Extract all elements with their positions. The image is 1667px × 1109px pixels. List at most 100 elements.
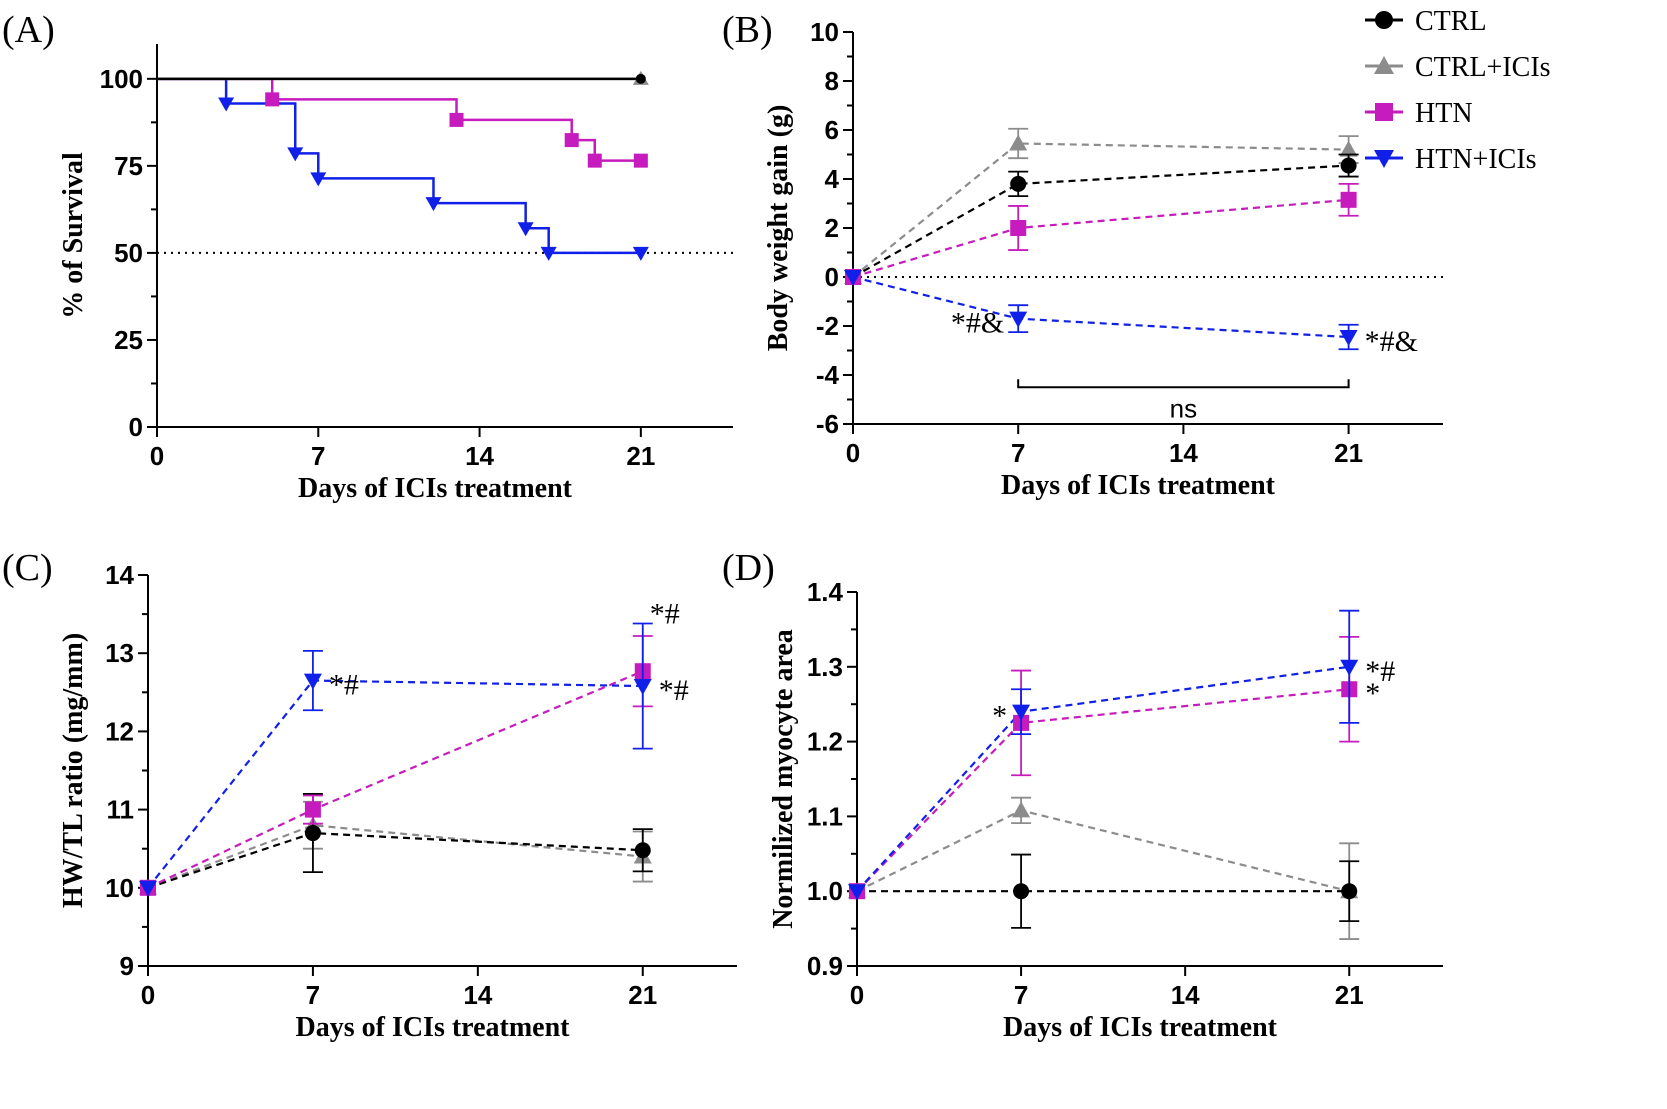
legend-item: HTN [1365, 98, 1473, 129]
legend-label: CTRL+ICIs [1415, 52, 1551, 83]
y-axis-title: % of Survival [58, 152, 89, 319]
x-tick-label: 0 [141, 980, 155, 1010]
legend-item: HTN+ICIs [1365, 144, 1537, 175]
data-point [1012, 704, 1031, 721]
data-point [844, 270, 862, 286]
y-tick-label: 1.0 [807, 876, 843, 906]
series-line-htn [147, 670, 644, 889]
data-point [540, 246, 557, 261]
y-tick-label: 1.4 [807, 577, 844, 607]
series-line-ctrl-icis [852, 142, 1349, 278]
data-point [449, 112, 464, 127]
significance-label: *# [1365, 655, 1395, 688]
y-tick-label: -2 [816, 311, 839, 341]
x-tick-label: 7 [1011, 438, 1025, 468]
panel-d: (D) 0.9 1.0 1.1 1.2 1.3 1.4 0 7 14 21 Days of ICIs … [722, 547, 1443, 1043]
data-point [517, 222, 534, 237]
y-tick-label: -4 [816, 360, 840, 390]
y-tick-label: 0.9 [807, 951, 843, 981]
legend-item: CTRL+ICIs [1365, 52, 1551, 83]
y-tick-label: 75 [114, 151, 143, 181]
y-tick-label: 2 [825, 213, 839, 243]
x-tick-label: 7 [306, 980, 320, 1010]
panel-b: (B) -6 -4 -2 0 2 4 6 8 10 0 7 14 21 Days of ICIs treat… [722, 9, 1443, 501]
panel-label: (B) [722, 9, 773, 51]
y-tick-label: 9 [120, 951, 134, 981]
series-line-ctrl-icis [856, 809, 1350, 893]
panel-label: (C) [2, 547, 53, 589]
x-tick-label: 14 [463, 980, 492, 1010]
legend-item: CTRL [1365, 6, 1487, 37]
y-axis-title: HW/TL ratio (mg/mm) [58, 633, 89, 908]
data-point [304, 801, 321, 818]
y-tick-label: 0 [825, 262, 839, 292]
significance-label: * [1365, 677, 1380, 710]
x-axis-title: Days of ICIs treatment [1001, 470, 1276, 501]
data-point [303, 673, 322, 690]
legend-marker [1374, 56, 1394, 74]
x-axis-title: Days of ICIs treatment [298, 473, 573, 504]
data-point [425, 197, 442, 212]
y-tick-label: -6 [816, 409, 839, 439]
series-line-ctrl [852, 164, 1349, 278]
series-line-htn-icis [856, 665, 1350, 892]
panel-label: (D) [722, 547, 775, 589]
x-axis-title: Days of ICIs treatment [1003, 1012, 1278, 1043]
data-point [1012, 801, 1031, 818]
significance-label: *#& [951, 307, 1004, 340]
x-tick-label: 7 [311, 441, 325, 471]
x-tick-label: 21 [1334, 438, 1363, 468]
data-point [265, 92, 280, 107]
legend-marker [1374, 150, 1394, 168]
data-point [1339, 330, 1358, 347]
data-point [1013, 883, 1030, 900]
x-tick-label: 7 [1014, 980, 1028, 1010]
x-tick-label: 21 [628, 980, 657, 1010]
significance-label: *#& [1365, 325, 1418, 358]
data-point [564, 133, 579, 148]
x-tick-label: 0 [150, 441, 164, 471]
series-line-htn [157, 77, 641, 162]
x-tick-label: 21 [626, 441, 655, 471]
data-point [848, 884, 866, 901]
series-line-htn-icis [157, 77, 641, 255]
data-point [1010, 220, 1027, 236]
series-line-ctrl [147, 831, 643, 889]
x-tick-label: 14 [1169, 438, 1198, 468]
series-line-htn [852, 198, 1349, 279]
legend-marker [1375, 103, 1393, 121]
data-point [1340, 659, 1359, 676]
legend-label: HTN [1415, 98, 1473, 129]
y-tick-label: 6 [825, 115, 839, 145]
y-tick-label: 0 [129, 412, 143, 442]
y-tick-label: 10 [105, 873, 134, 903]
data-point [1341, 883, 1358, 900]
y-tick-label: 8 [825, 66, 839, 96]
y-tick-label: 1.3 [807, 652, 843, 682]
data-point [632, 246, 649, 261]
panel-a: (A) 0 25 50 75 100 0 7 14 21 Days of ICIs treatmen… [2, 9, 733, 504]
data-point [587, 153, 602, 168]
data-point [1340, 157, 1357, 174]
panel-label: (A) [2, 9, 55, 51]
legend-label: CTRL [1415, 6, 1487, 37]
x-tick-label: 14 [1171, 980, 1200, 1010]
y-tick-label: 11 [107, 795, 135, 825]
data-point [304, 825, 321, 842]
data-point [218, 97, 235, 112]
x-tick-label: 21 [1335, 980, 1364, 1010]
y-tick-label: 1.2 [807, 727, 843, 757]
data-point [287, 147, 304, 162]
x-tick-label: 14 [465, 441, 494, 471]
y-tick-label: 10 [810, 17, 839, 47]
data-point [1339, 140, 1358, 157]
y-tick-label: 100 [100, 64, 143, 94]
data-point [635, 73, 646, 84]
data-point [633, 679, 652, 696]
data-point [1009, 134, 1028, 151]
data-point [310, 172, 327, 187]
legend-label: HTN+ICIs [1415, 144, 1537, 175]
y-tick-label: 13 [105, 638, 134, 668]
ns-label: ns [1170, 393, 1197, 423]
